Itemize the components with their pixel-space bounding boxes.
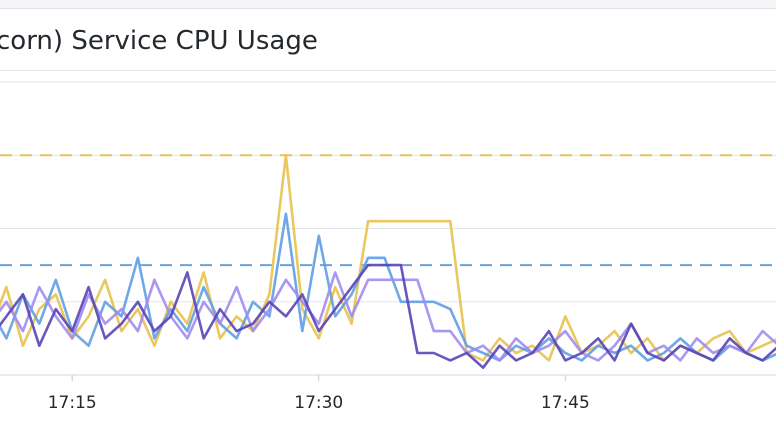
x-tick-label: 17:15 — [48, 393, 97, 413]
x-tick-label: 17:30 — [294, 393, 343, 413]
series-line — [0, 212, 776, 362]
plot: 17:15 17:30 17:45 — [0, 81, 776, 413]
series-line — [0, 154, 776, 362]
x-tick-label: 17:45 — [541, 393, 590, 413]
top-strip — [0, 0, 776, 8]
panel-title: corn) Service CPU Usage — [0, 26, 318, 56]
series-line — [0, 263, 776, 369]
